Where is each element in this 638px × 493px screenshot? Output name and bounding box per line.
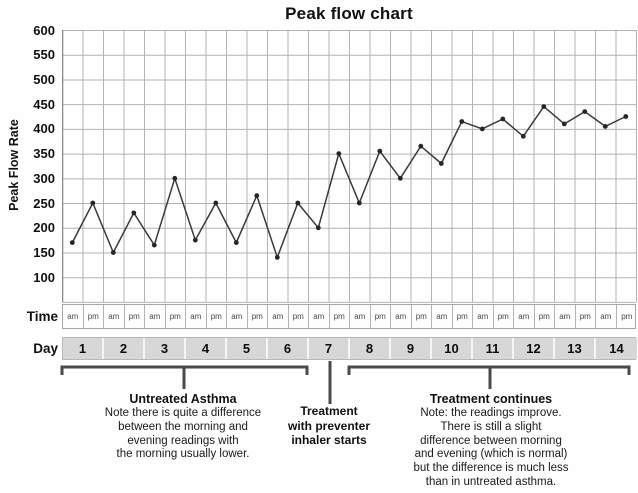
page-title: Peak flow chart — [285, 4, 413, 23]
time-cell: pm — [576, 305, 596, 328]
day-cell: 13 — [555, 338, 596, 359]
time-cell: pm — [453, 305, 473, 328]
data-point-marker — [233, 240, 239, 246]
time-cell: am — [391, 305, 412, 328]
time-cell: am — [473, 305, 494, 328]
time-cell: pm — [371, 305, 391, 328]
day-cell: 6 — [268, 338, 309, 359]
peak-flow-line — [71, 105, 627, 260]
y-tick-label: 500 — [33, 71, 55, 87]
annotation-treatment-continues-heading: Treatment continues — [429, 392, 553, 406]
time-cell: am — [63, 305, 84, 328]
data-point-marker — [192, 237, 198, 243]
y-tick-label: 450 — [33, 96, 55, 112]
y-tick-label: 300 — [33, 170, 55, 186]
data-point-marker — [110, 250, 116, 255]
day-cell: 14 — [596, 338, 637, 359]
data-point-marker — [356, 200, 362, 206]
time-row-label: Time — [26, 309, 58, 324]
time-cell: am — [596, 305, 617, 328]
day-row-label: Day — [33, 341, 58, 356]
y-tick-label: 400 — [33, 121, 55, 137]
day-cell: 4 — [186, 338, 227, 359]
annotation-brackets — [60, 361, 631, 404]
time-cell: pm — [621, 312, 633, 321]
time-cell: pm — [330, 305, 350, 328]
annotation-untreated-note: Note there is quite a difference between… — [104, 407, 262, 461]
annotation-untreated-heading: Untreated Asthma — [129, 392, 237, 406]
day-cell: 7 — [309, 338, 350, 359]
plot-area — [62, 30, 637, 303]
y-tick-label: 350 — [33, 146, 55, 162]
y-tick-label: 100 — [33, 269, 55, 285]
time-cell: am — [432, 305, 453, 328]
data-point-marker — [151, 242, 157, 248]
data-point-marker — [254, 193, 260, 199]
day-row: 1 2 3 4 5 6 7 8 9 10 11 12 13 14 — [62, 337, 637, 360]
time-cell: am — [104, 305, 125, 328]
time-cell: pm — [84, 305, 104, 328]
time-cell: pm — [207, 305, 227, 328]
data-point-marker — [336, 151, 342, 156]
data-point-marker — [520, 133, 526, 139]
time-cell: pm — [125, 305, 145, 328]
data-point-marker — [500, 116, 506, 122]
y-tick-label: 200 — [33, 220, 55, 236]
data-point-marker — [418, 143, 424, 149]
data-point-marker — [315, 225, 321, 231]
data-point-marker — [602, 124, 608, 129]
day-cell: 12 — [514, 338, 555, 359]
day-cell: 3 — [145, 338, 186, 359]
time-cell: am — [514, 305, 535, 328]
data-point-marker — [479, 126, 485, 132]
day-cell: 2 — [104, 338, 145, 359]
data-point-marker — [69, 240, 75, 246]
time-cell: am — [350, 305, 371, 328]
day-cell: 8 — [350, 338, 391, 359]
y-tick-label: 550 — [33, 47, 55, 63]
data-point-marker — [623, 114, 629, 119]
time-cell: pm — [494, 305, 514, 328]
data-point-marker — [561, 121, 567, 127]
time-cell: pm — [412, 305, 432, 328]
annotation-treatment-continues-note: Note: the readings improve. There is sti… — [413, 407, 569, 488]
time-cell: am — [268, 305, 289, 328]
y-tick-label: 150 — [33, 244, 55, 260]
time-cell: pm — [289, 305, 309, 328]
data-point-marker — [541, 104, 547, 109]
annotation-treatment-start: Treatment with preventer inhaler starts — [266, 404, 392, 448]
data-point-marker — [90, 200, 96, 206]
data-point-marker — [172, 175, 178, 181]
data-point-marker — [213, 200, 219, 206]
y-tick-label: 250 — [33, 195, 55, 211]
time-cell: am — [309, 305, 330, 328]
time-cell: pm — [535, 305, 555, 328]
time-cell: am — [145, 305, 166, 328]
day-cell: 5 — [227, 338, 268, 359]
annotation-treatment-start-text: Treatment with preventer inhaler starts — [287, 404, 371, 447]
time-cell: pm — [248, 305, 268, 328]
data-point-marker — [582, 109, 588, 114]
data-point-marker — [459, 119, 465, 124]
data-point-marker — [397, 175, 403, 181]
day-cell: 1 — [63, 338, 104, 359]
time-row: am pm am pm am pm am pm am pm am pm am pm am pm am pm am pm… — [62, 304, 636, 329]
data-point-marker — [295, 200, 301, 206]
day-cell: 9 — [391, 338, 432, 359]
annotation-untreated-asthma: Untreated Asthma Note there is quite a d… — [66, 392, 300, 462]
time-cell: am — [555, 305, 576, 328]
data-point-marker — [377, 148, 383, 154]
time-cell: am — [186, 305, 207, 328]
time-cell: am — [227, 305, 248, 328]
data-point-marker — [131, 210, 137, 216]
day-cell: 10 — [432, 338, 473, 359]
y-tick-label: 600 — [33, 22, 55, 38]
day-cell: 11 — [473, 338, 514, 359]
time-cell: pm — [166, 305, 186, 328]
data-point-marker — [438, 161, 444, 166]
y-axis-title: Peak Flow Rate — [7, 119, 21, 211]
data-point-marker — [274, 255, 280, 260]
annotation-treatment-continues: Treatment continues Note: the readings i… — [362, 392, 620, 490]
